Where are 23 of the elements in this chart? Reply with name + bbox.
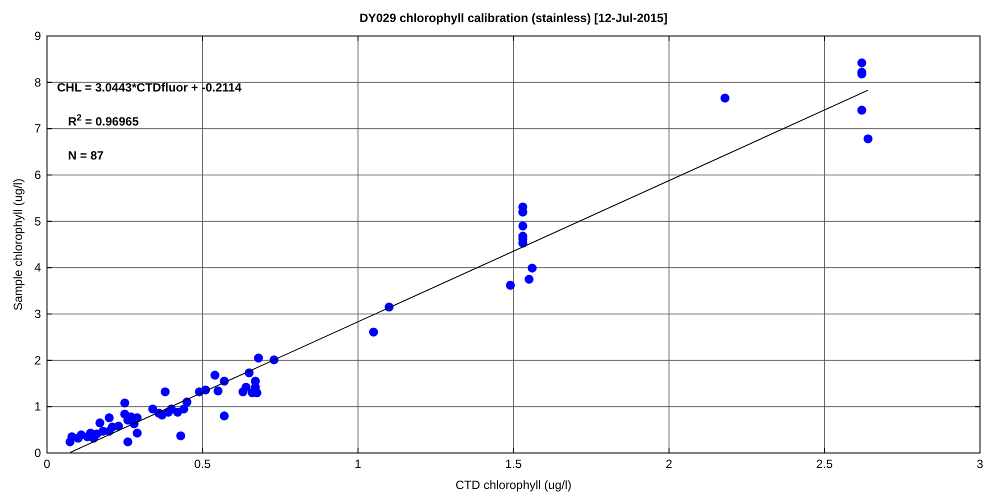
x-tick-label: 1.5 [505,457,522,471]
y-tick-label: 2 [34,353,42,368]
y-tick-label: 9 [34,29,42,43]
annotation: R$^{2}$ = 0.96965 [68,112,140,128]
annotation: N = 87 [68,148,104,162]
y-tick-label: 5 [34,214,42,228]
x-axis-title: CTD chlorophyll (ug/l) [455,478,572,492]
y-tick-label: 6 [34,168,42,182]
x-tick-label: 3 [976,457,984,471]
x-tick-label: 2 [666,457,673,471]
annotation: CHL = 3.0443*CTDfluor + -0.2114 [57,80,242,94]
x-tick-label: 0.5 [194,457,212,471]
x-tick-label: 2.5 [816,457,834,471]
y-tick-label: 1 [34,400,42,414]
y-tick-label: 3 [34,307,42,321]
x-tick-label: 0 [44,457,51,471]
y-tick-label: 8 [34,75,42,90]
y-axis-title: Sample chlorophyll (ug/l) [11,178,25,311]
x-tick-label: 1 [354,457,362,471]
y-tick-label: 7 [34,122,42,136]
y-tick-label: 4 [34,260,42,275]
chart-title: DY029 chlorophyll calibration (stainless) [12-Jul-2015] [359,11,668,25]
y-tick-label: 0 [34,446,42,460]
